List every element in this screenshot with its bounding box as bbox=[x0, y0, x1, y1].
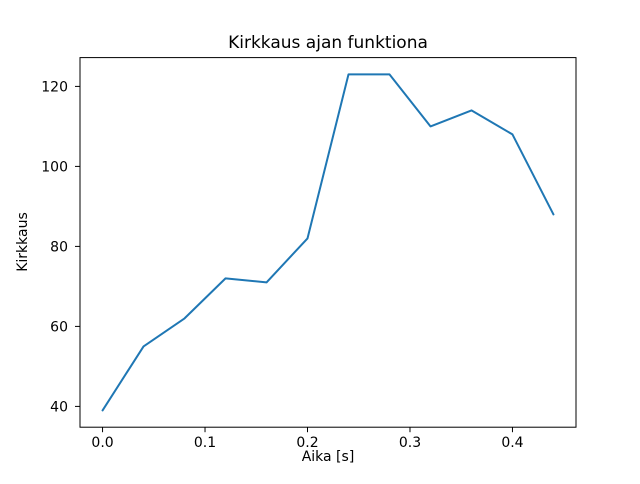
x-tick-label: 0.3 bbox=[399, 435, 421, 451]
y-tick-label: 80 bbox=[50, 239, 68, 255]
y-tick-label: 40 bbox=[50, 399, 68, 415]
data-line-series bbox=[101, 73, 555, 412]
y-tick-label: 60 bbox=[50, 319, 68, 335]
y-tick-label: 120 bbox=[41, 79, 68, 95]
x-tick-label: 0.2 bbox=[296, 435, 318, 451]
chart-title: Kirkkaus ajan funktiona bbox=[228, 33, 428, 53]
x-tick-label: 0.1 bbox=[194, 435, 216, 451]
x-axis-ticks: 0.0 0.1 0.2 0.3 0.4 bbox=[91, 427, 524, 451]
x-tick-label: 0.4 bbox=[501, 435, 523, 451]
plot-frame bbox=[79, 57, 577, 428]
x-axis-label: Aika [s] bbox=[302, 449, 355, 465]
y-axis-ticks: 40 60 80 100 120 bbox=[41, 79, 80, 415]
y-tick-label: 100 bbox=[41, 159, 68, 175]
x-tick-label: 0.0 bbox=[91, 435, 113, 451]
y-axis-label: Kirkkaus bbox=[15, 212, 31, 272]
